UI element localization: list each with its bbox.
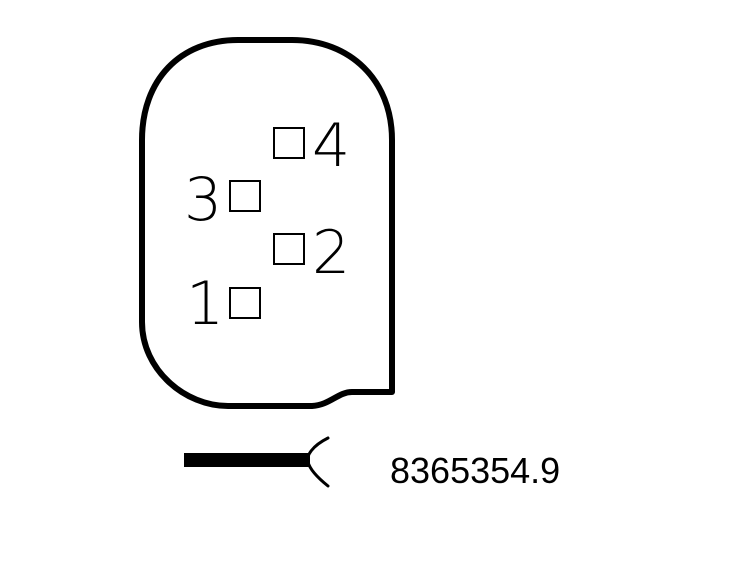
pin-3-label: 3 [184,165,222,235]
pin-2-terminal [273,233,305,265]
reference-code: 8365354.9 [390,450,560,491]
pin-3-terminal [229,180,261,212]
connector-wire-icon [184,436,330,488]
pin-1-label: 1 [186,269,224,339]
connector-housing-outline [139,37,395,409]
pin-2-label: 2 [312,218,350,288]
pin-4-label: 4 [312,111,350,181]
pin-4-terminal [273,127,305,159]
pin-1-terminal [229,287,261,319]
